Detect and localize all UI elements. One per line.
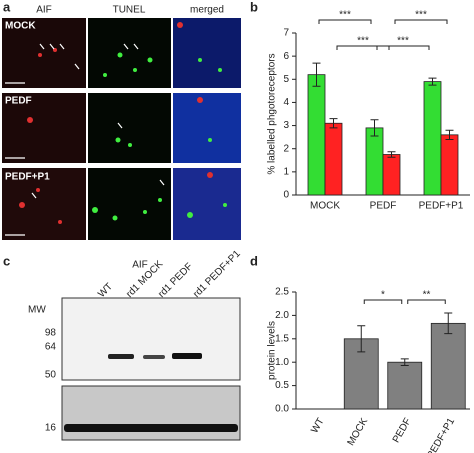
blot-box (61, 297, 241, 381)
y-tick-label: 5 (283, 74, 289, 85)
significance-bracket (318, 19, 372, 24)
merged-image (173, 93, 241, 163)
row-label: MOCK (5, 21, 36, 32)
significance-label: ** (423, 290, 431, 301)
column-header: AIF (36, 5, 52, 16)
error-bar (445, 129, 454, 140)
panel-label: d (250, 253, 258, 268)
x-tick-label: PEDF+P1 (419, 201, 464, 212)
error-bar (329, 118, 338, 129)
tunel-image (88, 18, 171, 88)
significance-bracket (376, 45, 430, 50)
lane-label: WT (96, 281, 115, 300)
error-bar (444, 312, 453, 335)
y-axis-label: % labelled phgotoreceptors (267, 53, 278, 174)
y-tick-label: 4 (283, 97, 289, 108)
error-bar (357, 325, 366, 353)
y-tick-label: 1.5 (275, 333, 289, 344)
y-tick-label: 1 (283, 166, 289, 177)
scale-bars (5, 82, 25, 236)
significance-label: *** (357, 36, 369, 47)
micrographs (2, 18, 241, 240)
band (143, 355, 165, 359)
error-bar (400, 358, 409, 366)
column-header: merged (190, 5, 224, 16)
merged-image (173, 168, 241, 240)
bar (324, 122, 343, 196)
error-bar (428, 77, 437, 86)
significance-bracket (363, 299, 403, 304)
mw-marker: 16 (45, 423, 57, 434)
panel-label: a (3, 0, 11, 14)
y-tick-label: 0 (283, 190, 289, 201)
error-bar (387, 151, 396, 158)
error-bar (370, 119, 379, 137)
x-tick-label: WT (309, 416, 326, 435)
y-tick-label: 0.5 (275, 380, 289, 391)
bar (365, 127, 384, 196)
y-tick-label: 2.0 (275, 310, 289, 321)
band (64, 424, 238, 432)
band (172, 353, 202, 359)
significance-label: *** (415, 10, 427, 21)
mw-marker: 64 (45, 342, 57, 353)
y-tick-label: 3 (283, 120, 289, 131)
significance-bracket (407, 299, 446, 304)
tunel-image (88, 168, 171, 240)
x-tick-label: MOCK (310, 201, 340, 212)
aif-image (2, 18, 86, 88)
merged-image (173, 18, 241, 88)
green-dots (92, 52, 227, 221)
mw-label: MW (28, 305, 46, 316)
error-bar (312, 62, 321, 87)
y-tick-label: 1.0 (275, 357, 289, 368)
aif-image (2, 168, 86, 240)
y-tick-label: 0.0 (275, 404, 289, 415)
aif-image (2, 93, 86, 163)
mw-marker: 98 (45, 328, 57, 339)
significance-label: *** (397, 36, 409, 47)
bar (423, 81, 442, 196)
column-header: TUNEL (113, 5, 146, 16)
significance-bracket (336, 45, 390, 50)
y-tick-label: 6 (283, 51, 289, 62)
bar (430, 322, 466, 410)
y-axis-label: protein levels (267, 321, 278, 380)
panel-label: c (3, 253, 10, 268)
significance-bracket (394, 19, 448, 24)
arrows (31, 43, 165, 199)
bar (307, 74, 326, 196)
mw-marker: 50 (45, 370, 57, 381)
bar (382, 154, 401, 196)
y-tick-label: 2 (283, 143, 289, 154)
x-tick-label: PEDF (370, 201, 397, 212)
bar (387, 361, 423, 410)
significance-label: *** (339, 10, 351, 21)
x-tick-label: PEDF+P1 (425, 416, 457, 453)
blot-title: AIF (132, 260, 148, 271)
western-blot (61, 297, 241, 441)
tunel-image (88, 93, 171, 163)
y-tick-label: 2.5 (275, 287, 289, 298)
row-label: PEDF (5, 96, 32, 107)
lane-label: rd1 PEDF+P1 (191, 248, 243, 300)
band (108, 354, 134, 359)
significance-label: * (381, 290, 385, 301)
panel-label: b (250, 0, 258, 14)
x-tick-label: MOCK (346, 416, 371, 448)
row-label: PEDF+P1 (5, 172, 50, 183)
bar (440, 134, 459, 196)
y-tick-label: 7 (283, 28, 289, 39)
x-tick-label: PEDF (391, 416, 414, 445)
